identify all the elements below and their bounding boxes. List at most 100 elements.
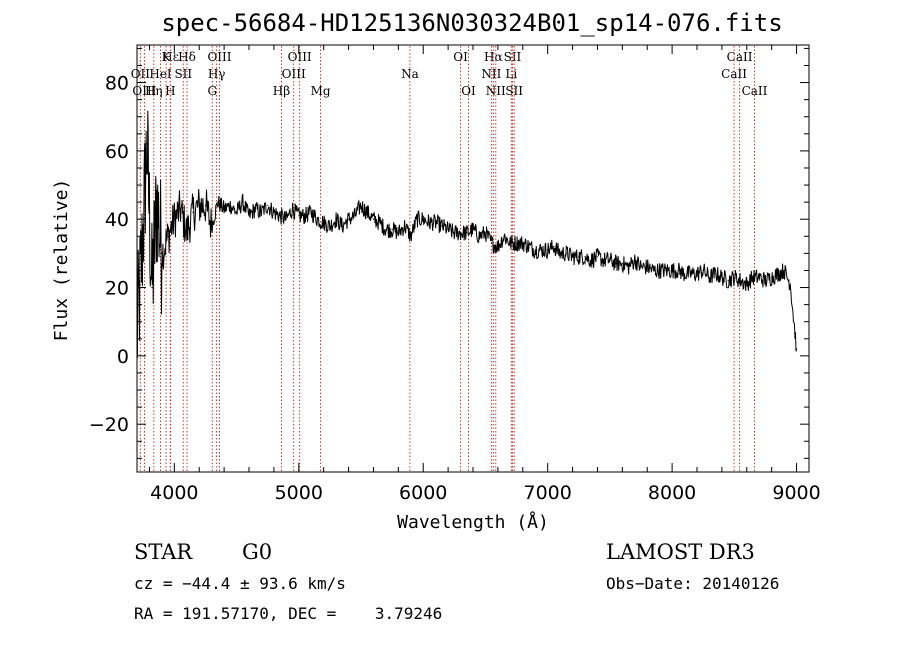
coordinates: RA = 191.57170, DEC = 3.79246 xyxy=(134,604,442,623)
spectral-line-label: OIII xyxy=(282,67,306,81)
spectral-line-label: Na xyxy=(401,67,419,81)
data-point xyxy=(229,204,231,207)
data-point xyxy=(522,242,524,244)
spectral-line-label: SII xyxy=(174,67,192,81)
data-point xyxy=(335,218,337,220)
data-point xyxy=(640,266,642,268)
data-point xyxy=(447,228,449,231)
data-point xyxy=(304,215,306,217)
data-point xyxy=(559,252,561,254)
data-point xyxy=(515,242,518,244)
spectral-line-label: Hδ xyxy=(178,50,196,64)
data-point xyxy=(715,273,717,275)
data-point xyxy=(578,256,580,258)
data-point xyxy=(739,280,742,282)
x-tick-label: 8000 xyxy=(648,482,696,504)
object-subclass: G0 xyxy=(242,540,272,564)
data-point xyxy=(397,232,399,234)
axis-ticks: 4000 5000 6000 7000 8000 9000 −20 0 20 40 60 80 xyxy=(89,45,821,504)
spectral-line-label: Hγ xyxy=(208,67,226,81)
data-point xyxy=(391,228,393,231)
data-point xyxy=(329,225,331,227)
y-axis-label: Flux (relative) xyxy=(51,179,72,342)
data-point xyxy=(733,276,735,278)
x-tick-label: 4000 xyxy=(150,482,198,504)
data-point xyxy=(540,249,543,251)
data-point xyxy=(441,225,443,227)
x-tick-label: 5000 xyxy=(275,482,323,504)
data-point xyxy=(590,259,592,261)
data-point xyxy=(652,269,655,272)
data-point xyxy=(385,228,387,231)
data-point xyxy=(702,269,704,272)
x-tick-label: 6000 xyxy=(399,482,447,504)
data-point xyxy=(186,232,188,234)
y-tick-label: 0 xyxy=(117,346,129,368)
data-point xyxy=(323,222,325,224)
data-point xyxy=(235,211,238,213)
data-point xyxy=(416,218,418,220)
data-point xyxy=(758,276,760,278)
data-point xyxy=(156,201,158,203)
data-point xyxy=(609,259,611,261)
data-point xyxy=(192,211,194,213)
data-point xyxy=(696,273,698,275)
data-point xyxy=(428,222,431,224)
series-line-0 xyxy=(136,110,798,359)
data-point xyxy=(379,222,381,224)
data-point xyxy=(146,143,148,145)
data-point xyxy=(347,218,350,220)
data-point xyxy=(721,276,723,278)
data-point xyxy=(217,201,219,203)
data-point xyxy=(279,215,281,217)
data-point xyxy=(267,204,269,207)
data-point xyxy=(491,242,493,244)
spectral-line-label: OI xyxy=(453,50,468,64)
x-tick-label: 7000 xyxy=(523,482,571,504)
data-point xyxy=(627,266,630,268)
spectral-line-label: Mg xyxy=(311,84,331,98)
chart-title: spec-56684-HD125136N030324B01_sp14-076.f… xyxy=(161,9,782,37)
data-point xyxy=(646,266,648,268)
data-point xyxy=(571,256,574,258)
data-point xyxy=(746,283,748,285)
data-point xyxy=(198,204,200,207)
data-point xyxy=(248,215,250,217)
data-point xyxy=(764,280,767,282)
data-point xyxy=(478,235,480,237)
data-point xyxy=(223,208,225,210)
data-point xyxy=(777,273,779,275)
survey-name: LAMOST DR3 xyxy=(606,540,755,564)
data-point xyxy=(372,218,375,220)
spectral-line-label: SII xyxy=(505,84,523,98)
data-point xyxy=(316,218,319,220)
data-point xyxy=(752,276,754,278)
data-point xyxy=(354,215,356,217)
data-point xyxy=(659,269,661,272)
spectral-line-label: Hβ xyxy=(273,84,290,98)
data-point xyxy=(360,204,362,207)
data-point xyxy=(783,269,785,272)
data-point xyxy=(528,245,530,248)
data-point xyxy=(683,273,686,275)
data-point xyxy=(310,211,312,213)
spectral-line-label: OIII xyxy=(132,84,156,98)
data-point xyxy=(273,211,275,213)
spectral-line-label: H xyxy=(165,84,175,98)
spectral-line-label: HeI xyxy=(149,67,172,81)
x-tick-label: 9000 xyxy=(772,482,820,504)
spectral-line-label: OII xyxy=(131,67,151,81)
data-point xyxy=(509,242,511,244)
data-point xyxy=(615,263,617,265)
spectral-line-label: Hα xyxy=(484,50,503,64)
data-point xyxy=(708,276,711,278)
data-point xyxy=(173,218,175,220)
data-point xyxy=(472,228,474,231)
y-tick-label: 20 xyxy=(105,278,129,300)
data-point xyxy=(341,225,343,227)
data-point xyxy=(634,259,636,261)
spectral-line-label: K xyxy=(162,50,172,64)
data-point xyxy=(466,232,468,234)
y-tick-label: 40 xyxy=(105,209,129,231)
